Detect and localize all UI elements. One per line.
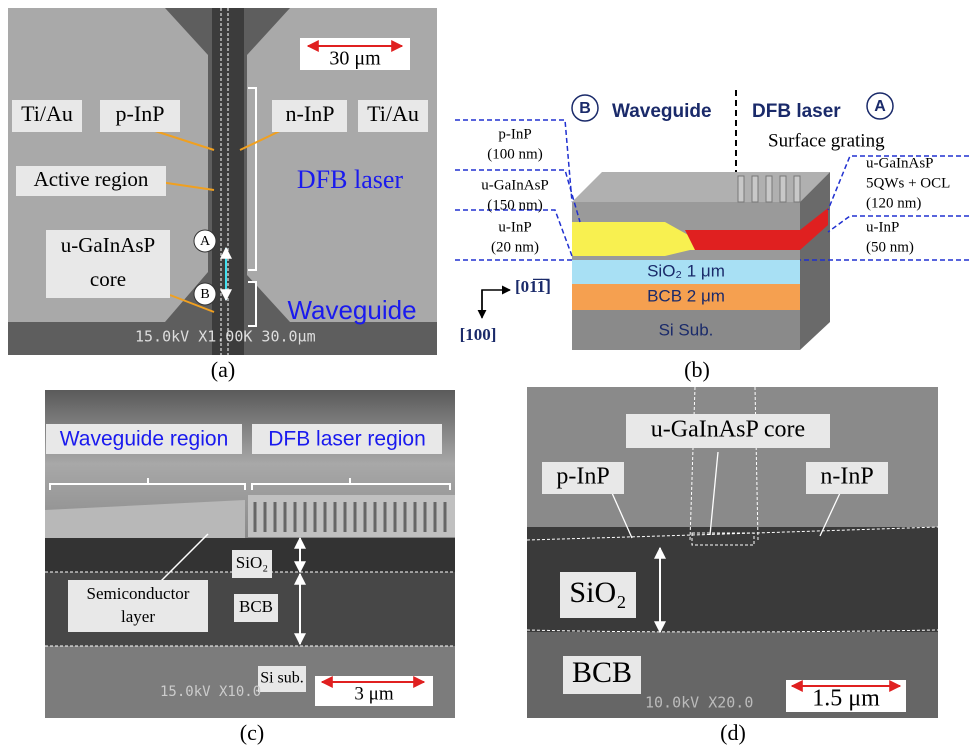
label: p-InP — [116, 101, 165, 126]
layer-label: u-InP — [498, 219, 531, 235]
caption: (d) — [720, 720, 746, 745]
label: layer — [121, 607, 155, 626]
label: Semiconductor — [87, 584, 190, 603]
scale-bar-label: 1.5 μm — [812, 686, 880, 712]
label: Active region — [34, 167, 149, 191]
label: Waveguide — [287, 295, 416, 325]
caption: (b) — [684, 357, 710, 382]
layer-label: p-InP — [498, 126, 531, 142]
axis-label: [100] — [460, 325, 497, 344]
label: Surface grating — [768, 130, 885, 151]
layer-label: u-GaInAsP — [481, 177, 549, 193]
label: core — [90, 267, 126, 291]
marker: B — [579, 100, 591, 117]
label: BCB — [572, 656, 632, 689]
layer-label: (20 nm) — [491, 239, 539, 255]
label: n-InP — [820, 464, 873, 490]
layer-label: SiO₂ 1 μm — [647, 261, 725, 280]
caption: (c) — [240, 720, 264, 745]
layer-label: Si Sub. — [659, 320, 714, 339]
label: n-InP — [286, 101, 335, 126]
scale-bar-label: 30 μm — [329, 48, 381, 70]
layer-label: (50 nm) — [866, 239, 914, 255]
layer-label: u-InP — [866, 219, 899, 235]
layer-label: u-GaInAsP — [866, 155, 934, 171]
label: DFB laser — [297, 165, 404, 194]
layer-label: BCB 2 μm — [647, 286, 725, 305]
label: BCB — [239, 597, 273, 616]
sem-info: 15.0kV X10.0 — [160, 684, 261, 700]
label: SiO₂ — [236, 553, 268, 572]
marker: A — [874, 98, 886, 115]
label: p-InP — [556, 464, 609, 490]
axis-label: [01̅1̅] — [515, 277, 551, 296]
layer-label: (100 nm) — [487, 146, 542, 162]
label: Si sub. — [260, 670, 304, 687]
label: u-GaInAsP — [61, 233, 156, 257]
label: Ti/Au — [21, 101, 73, 126]
layer-label: (150 nm) — [487, 197, 542, 213]
label: Waveguide — [612, 101, 712, 122]
layer-label: 5QWs + OCL — [866, 175, 950, 191]
label: u-GaInAsP core — [651, 417, 805, 443]
label: SiO₂ — [569, 576, 626, 609]
caption: (a) — [211, 357, 235, 382]
label: DFB laser region — [268, 428, 426, 451]
layer-label: (120 nm) — [866, 195, 921, 211]
sem-info: 10.0kV X20.0 — [645, 694, 753, 712]
scale-bar-label: 3 μm — [354, 683, 393, 704]
figure: (a) 30 μm 15.0kV X1.00K 30.0μm Ti/Au p-InP n-… — [0, 0, 969, 750]
sem-info: 15.0kV X1.00K 30.0μm — [135, 328, 316, 346]
label: DFB laser — [752, 101, 841, 122]
label: Waveguide region — [60, 428, 229, 451]
marker: B — [200, 287, 209, 302]
label: Ti/Au — [367, 101, 419, 126]
marker: A — [200, 234, 211, 249]
